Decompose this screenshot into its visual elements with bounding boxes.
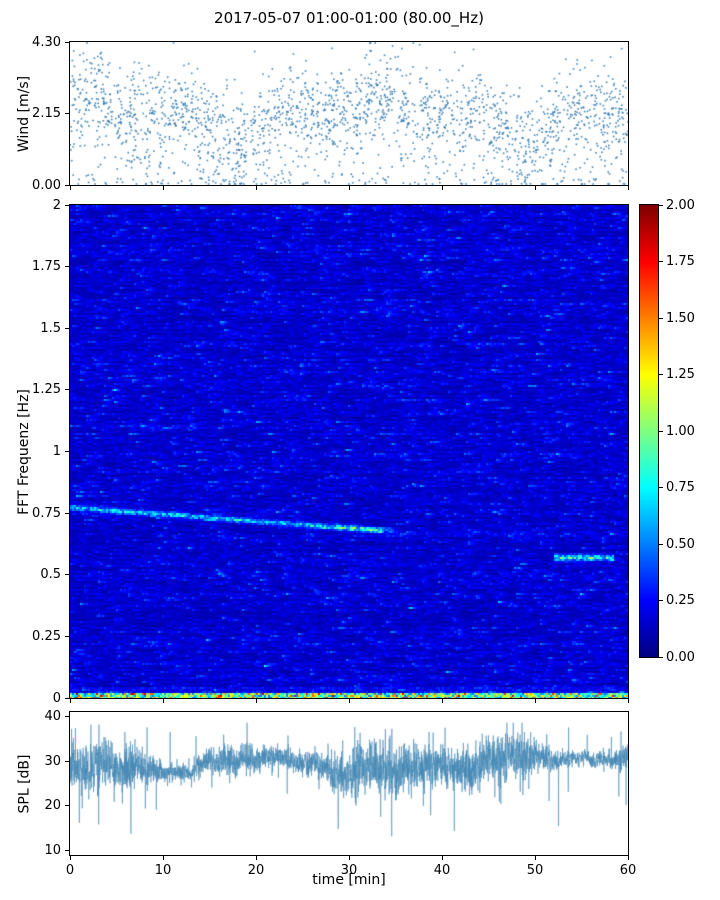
- wind-y-tick-label: 4.30: [32, 34, 61, 50]
- colorbar-tick-label: 0.75: [666, 480, 695, 495]
- spectrogram-heatmap: [69, 204, 629, 699]
- spl-x-tick: [162, 856, 164, 860]
- wind-x-tick: [69, 186, 71, 190]
- colorbar-tick-label: 1.75: [666, 254, 695, 269]
- spl-x-tick: [69, 856, 71, 860]
- wind-y-tick-label: 0.00: [32, 177, 61, 193]
- spec-y-tick-label: 0.5: [40, 567, 61, 583]
- spl-y-tick: [65, 850, 69, 852]
- spl-y-tick-label: 40: [44, 708, 61, 724]
- spec-x-tick: [255, 699, 257, 703]
- spec-y-tick: [65, 451, 69, 452]
- wind-x-tick: [441, 186, 443, 190]
- colorbar-tick-label: 1.25: [666, 367, 695, 382]
- spec-y-tick: [65, 512, 69, 514]
- spec-y-tick: [65, 697, 69, 699]
- spec-x-tick: [534, 699, 536, 703]
- wind-y-tick: [65, 41, 69, 43]
- spec-x-tick: [69, 699, 71, 703]
- spl-y-tick: [65, 805, 69, 807]
- spec-y-tick-label: 0.25: [32, 628, 61, 644]
- spec-y-tick: [65, 389, 69, 391]
- colorbar-tick-label: 0.50: [666, 536, 695, 552]
- colorbar-tick: [659, 430, 663, 432]
- colorbar-tick-label: 1.00: [666, 423, 695, 439]
- spec-y-tick-label: 0.75: [32, 505, 61, 521]
- spl-x-tick: [534, 856, 536, 860]
- colorbar-tick: [659, 600, 663, 601]
- colorbar-tick-label: 1.50: [666, 310, 695, 326]
- spec-x-tick: [441, 699, 443, 703]
- spec-y-tick: [65, 635, 69, 637]
- colorbar-tick: [659, 543, 663, 545]
- spl-y-tick-label: 10: [44, 843, 61, 859]
- x-axis-label: time [min]: [312, 872, 386, 888]
- spl-line-plot: [69, 711, 629, 856]
- spl-x-tick-label: 30: [340, 863, 358, 878]
- spec-y-tick: [65, 204, 69, 206]
- colorbar-tick: [659, 656, 663, 658]
- wind-x-tick: [255, 186, 257, 190]
- colorbar: [639, 204, 659, 658]
- wind-y-tick: [65, 184, 69, 186]
- spl-x-tick: [627, 856, 629, 860]
- spl-y-tick-label: 30: [44, 753, 61, 769]
- wind-scatter-plot: [69, 41, 629, 186]
- spec-y-tick-label: 1.75: [32, 259, 61, 275]
- colorbar-tick: [659, 487, 663, 488]
- wind-x-tick: [348, 186, 350, 190]
- spec-x-tick: [348, 699, 350, 703]
- spl-x-tick: [348, 856, 350, 860]
- spl-x-tick-label: 40: [433, 863, 451, 878]
- spec-y-tick-label: 1: [52, 444, 61, 459]
- colorbar-tick: [659, 317, 663, 319]
- spec-y-tick-label: 1.5: [40, 320, 61, 336]
- spec-x-tick: [627, 699, 629, 703]
- spec-y-tick: [65, 266, 69, 268]
- colorbar-tick: [659, 374, 663, 375]
- wind-x-tick: [162, 186, 164, 190]
- spec-y-tick-label: 0: [52, 690, 61, 706]
- spec-y-tick: [65, 327, 69, 329]
- colorbar-tick-label: 2.00: [666, 197, 695, 213]
- colorbar-tick-label: 0.00: [666, 649, 695, 665]
- spl-y-tick: [65, 760, 69, 762]
- spl-x-tick-label: 20: [247, 863, 265, 878]
- spec-y-tick-label: 2: [52, 197, 61, 213]
- spl-x-tick-label: 0: [65, 863, 75, 878]
- spl-x-tick-label: 50: [526, 863, 544, 878]
- wind-y-tick: [65, 113, 69, 114]
- spl-y-tick-label: 20: [44, 798, 61, 814]
- spec-y-tick: [65, 574, 69, 576]
- spl-x-tick-label: 60: [619, 863, 637, 878]
- spl-x-tick-label: 10: [154, 863, 172, 878]
- chart-title: 2017-05-07 01:00-01:00 (80.00_Hz): [214, 9, 484, 27]
- spl-x-tick: [255, 856, 257, 860]
- wind-y-tick-label: 2.15: [32, 106, 61, 121]
- wind-x-tick: [627, 186, 629, 190]
- spec-x-tick: [162, 699, 164, 703]
- spl-x-tick: [441, 856, 443, 860]
- colorbar-tick: [659, 204, 663, 206]
- colorbar-tick-label: 0.25: [666, 593, 695, 608]
- spl-y-tick: [65, 715, 69, 717]
- wind-x-tick: [534, 186, 536, 190]
- spec-y-tick-label: 1.25: [32, 382, 61, 398]
- colorbar-tick: [659, 261, 663, 262]
